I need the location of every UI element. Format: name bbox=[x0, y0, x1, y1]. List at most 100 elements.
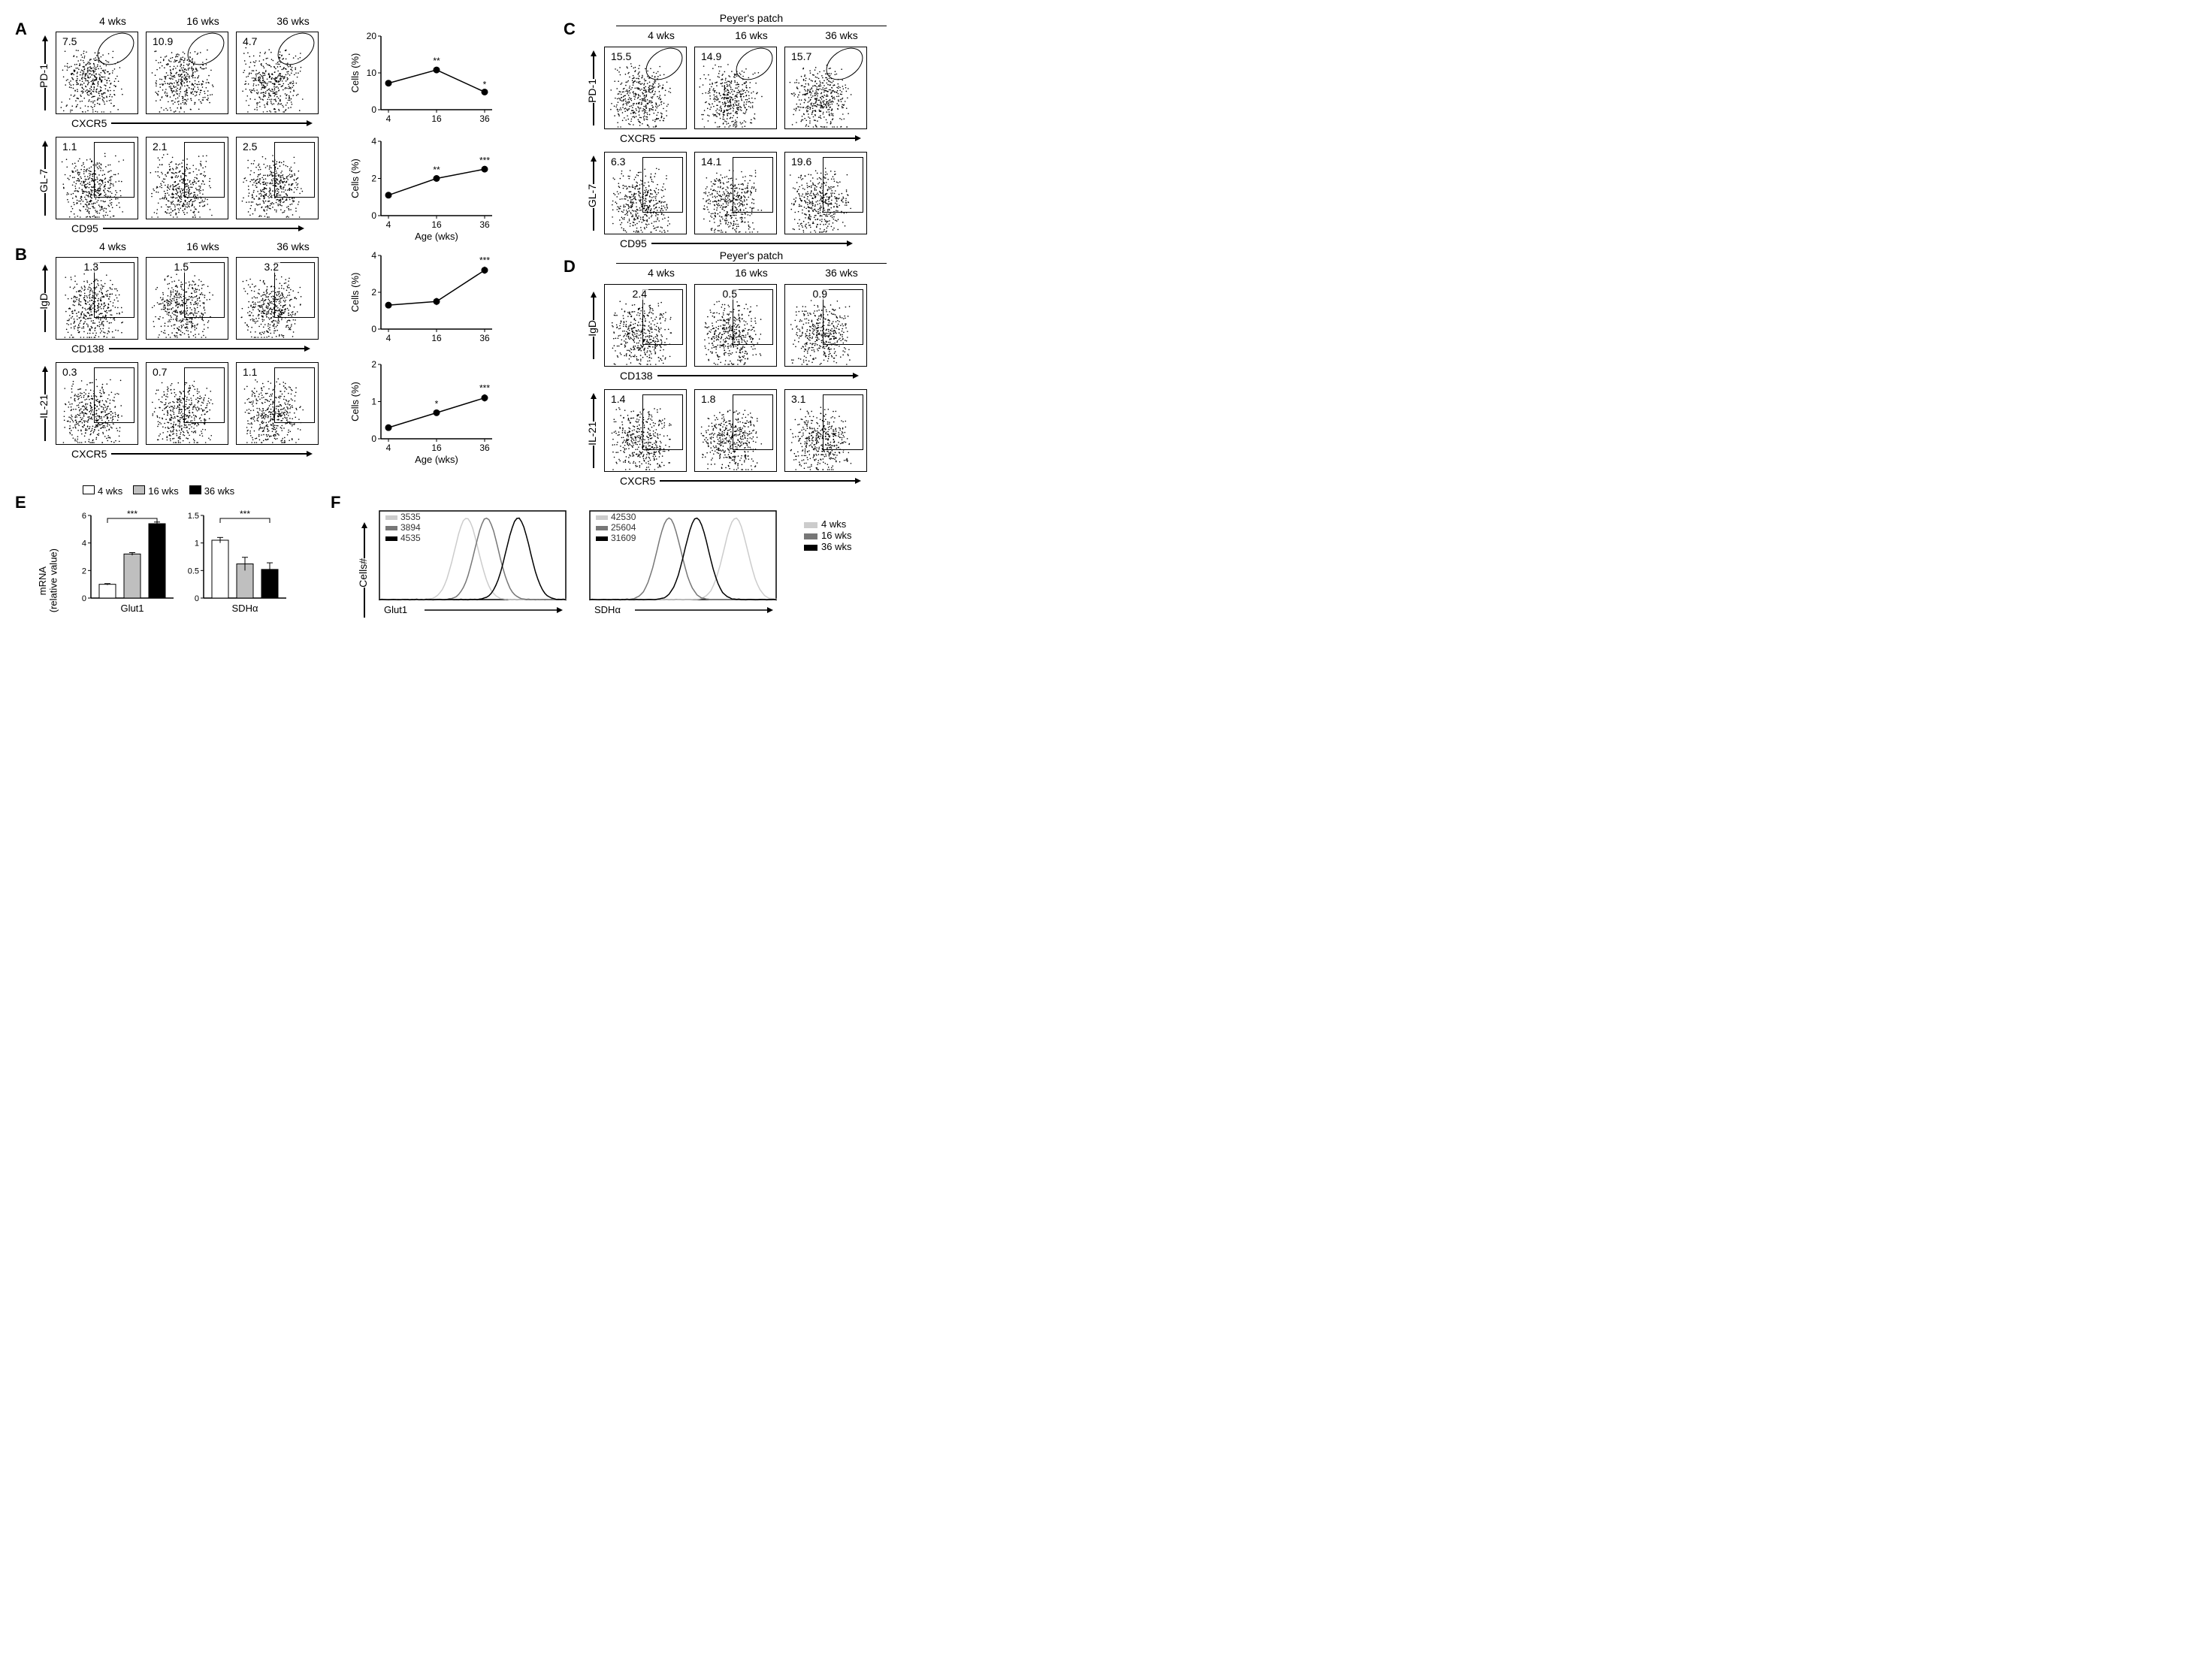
svg-text:**: ** bbox=[433, 165, 440, 175]
panel-F-legend: 4 wks 16 wks 36 wks bbox=[804, 518, 851, 552]
y-axis-label: IL-21 bbox=[38, 394, 50, 418]
panel-A-linechart-2: 024Cells (%)41636Age (wks)***** bbox=[349, 134, 500, 243]
flow-row: 0.30.71.1 bbox=[56, 362, 326, 445]
panel-B-row2: IL-21 0.30.71.1 bbox=[38, 362, 326, 445]
peyers-patch-label: Peyer's patch bbox=[720, 12, 783, 24]
flow-row: 2.4 0.50.9 bbox=[604, 284, 875, 367]
panel-B-linechart-2: 012Cells (%)41636Age (wks)**** bbox=[349, 357, 500, 466]
flow-row: 1.4 1.8 3.1 bbox=[604, 389, 875, 472]
svg-text:16: 16 bbox=[431, 219, 442, 230]
gate-percentage: 1.8 bbox=[700, 393, 717, 405]
panel-A-row2: GL-7 1.12.12.5 bbox=[38, 137, 326, 219]
flow-plot: 14.9 bbox=[694, 47, 777, 129]
col-head: 4 wks bbox=[68, 15, 158, 27]
flow-plot: 15.5 bbox=[604, 47, 687, 129]
gate-percentage: 2.5 bbox=[241, 141, 258, 153]
flow-plot: 1.5 bbox=[146, 257, 228, 340]
svg-text:Cells (%): Cells (%) bbox=[349, 159, 361, 198]
flow-row: 1.31.53.2 bbox=[56, 257, 326, 340]
panel-label-E: E bbox=[15, 493, 26, 512]
flow-plot: 6.3 bbox=[604, 152, 687, 234]
svg-text:*: * bbox=[483, 80, 487, 90]
x-axis-label: CD95 bbox=[71, 222, 98, 234]
x-axis-label: CD95 bbox=[620, 237, 647, 249]
flow-plot: 14.1 bbox=[694, 152, 777, 234]
legend-item: 16 wks bbox=[133, 485, 178, 497]
panel-E-charts: mRNA(relative value) 0246***Glut1 00.511… bbox=[38, 502, 291, 615]
y-axis-arrow: Cells# bbox=[357, 522, 372, 618]
col-head: 16 wks bbox=[706, 29, 796, 41]
x-axis-label: CXCR5 bbox=[71, 117, 107, 129]
y-axis-label: Cells# bbox=[357, 558, 369, 588]
flow-plot: 0.9 bbox=[784, 284, 867, 367]
y-axis-arrow: IgD bbox=[586, 292, 601, 359]
panel-label-A: A bbox=[15, 20, 27, 39]
y-axis-arrow: IL-21 bbox=[38, 366, 53, 441]
svg-text:36: 36 bbox=[479, 113, 490, 124]
y-axis-arrow: IL-21 bbox=[586, 393, 601, 468]
y-axis-label: IL-21 bbox=[586, 422, 598, 446]
gate-percentage: 19.6 bbox=[790, 156, 813, 168]
svg-text:4: 4 bbox=[371, 136, 376, 147]
col-head: 4 wks bbox=[68, 240, 158, 252]
y-axis-label: GL-7 bbox=[586, 184, 598, 207]
y-axis-arrow: GL-7 bbox=[586, 156, 601, 230]
y-axis-label: IgD bbox=[586, 320, 598, 337]
flow-plot: 1.8 bbox=[694, 389, 777, 472]
panel-F-hists: Cells# 353538944535Glut1 425302560431609… bbox=[357, 505, 781, 618]
x-axis-label: CXCR5 bbox=[71, 448, 107, 460]
col-head: 4 wks bbox=[616, 29, 706, 41]
x-axis-row: CXCR5 bbox=[620, 475, 861, 487]
panel-C-header: Peyer's patch 4 wks 16 wks 36 wks bbox=[616, 12, 887, 41]
flow-plot: 0.3 bbox=[56, 362, 138, 445]
col-head: 36 wks bbox=[796, 29, 887, 41]
gate-percentage: 3.1 bbox=[790, 393, 807, 405]
flow-plot: 7.5 bbox=[56, 32, 138, 114]
gate-percentage: 1.4 bbox=[609, 393, 627, 405]
svg-text:10: 10 bbox=[367, 68, 377, 78]
gate-percentage: 4.7 bbox=[241, 35, 258, 47]
x-axis-row: CXCR5 bbox=[620, 132, 861, 144]
panel-A-row1: PD-1 7.5 10.9 4.7 bbox=[38, 32, 326, 114]
col-head: 16 wks bbox=[706, 267, 796, 279]
legend-item: 36 wks bbox=[804, 541, 851, 552]
flow-plot: 0.7 bbox=[146, 362, 228, 445]
flow-plot: 4.7 bbox=[236, 32, 319, 114]
flow-plot: 15.7 bbox=[784, 47, 867, 129]
svg-text:Cells (%): Cells (%) bbox=[349, 273, 361, 313]
gate-percentage: 14.9 bbox=[700, 50, 723, 62]
svg-text:2: 2 bbox=[371, 174, 376, 184]
x-axis-label: CXCR5 bbox=[620, 132, 655, 144]
flow-plot: 0.5 bbox=[694, 284, 777, 367]
svg-text:4: 4 bbox=[386, 219, 391, 230]
flow-plot: 1.4 bbox=[604, 389, 687, 472]
gate-percentage: 0.7 bbox=[151, 366, 168, 378]
svg-text:0: 0 bbox=[371, 324, 376, 334]
gate-percentage: 2.4 bbox=[631, 288, 648, 300]
panel-C-row1: PD-1 15.5 14.9 15.7 bbox=[586, 47, 875, 129]
panel-A-linechart-1: 01020Cells (%)41636*** bbox=[349, 29, 500, 126]
x-axis-row: CD138 bbox=[620, 370, 859, 382]
y-axis-label: PD-1 bbox=[586, 79, 598, 103]
legend-item: 4 wks bbox=[804, 518, 851, 530]
svg-text:16: 16 bbox=[431, 113, 442, 124]
col-head: 16 wks bbox=[158, 240, 248, 252]
panel-label-F: F bbox=[331, 493, 340, 512]
x-axis-row: CD95 bbox=[620, 237, 853, 249]
y-axis-arrow: IgD bbox=[38, 264, 53, 332]
flow-plot: 2.5 bbox=[236, 137, 319, 219]
gate-percentage: 15.7 bbox=[790, 50, 813, 62]
legend-item: 4 wks bbox=[83, 485, 122, 497]
y-axis-label: IgD bbox=[38, 293, 50, 310]
panel-label-C: C bbox=[564, 20, 576, 39]
y-axis-label: PD-1 bbox=[38, 64, 50, 88]
svg-text:36: 36 bbox=[479, 333, 490, 343]
col-head: 4 wks bbox=[616, 267, 706, 279]
svg-text:4: 4 bbox=[386, 333, 391, 343]
svg-text:20: 20 bbox=[367, 31, 377, 41]
gate-percentage: 10.9 bbox=[151, 35, 174, 47]
gate-percentage: 3.2 bbox=[263, 261, 280, 273]
panel-B-row1: IgD 1.31.53.2 bbox=[38, 257, 326, 340]
svg-text:0: 0 bbox=[371, 210, 376, 221]
y-axis-arrow: PD-1 bbox=[38, 35, 53, 110]
